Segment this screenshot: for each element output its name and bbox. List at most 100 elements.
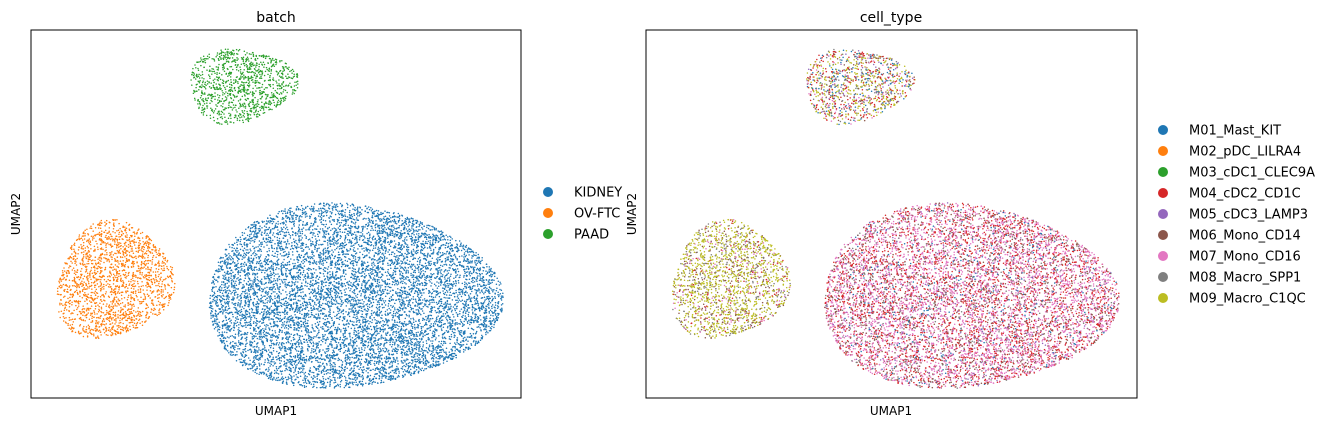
scatter-point <box>104 314 106 316</box>
scatter-point <box>409 261 411 263</box>
scatter-point <box>90 295 92 297</box>
scatter-point <box>90 302 92 304</box>
scatter-point <box>147 263 149 265</box>
scatter-point <box>152 257 154 259</box>
scatter-point <box>117 240 119 242</box>
scatter-point <box>371 271 373 273</box>
scatter-point <box>329 373 331 375</box>
scatter-point <box>83 233 85 235</box>
scatter-point <box>226 309 228 311</box>
scatter-point <box>270 84 272 86</box>
scatter-point <box>341 301 343 303</box>
scatter-point <box>101 233 103 235</box>
scatter-point <box>423 248 425 250</box>
scatter-point <box>215 56 217 58</box>
scatter-point <box>90 279 92 281</box>
scatter-point <box>94 292 96 294</box>
scatter-point <box>199 102 201 104</box>
scatter-point <box>209 71 211 73</box>
scatter-point <box>137 281 139 283</box>
scatter-point <box>194 64 196 66</box>
scatter-point <box>132 250 134 252</box>
scatter-point <box>149 280 151 282</box>
scatter-point <box>372 249 374 251</box>
scatter-point <box>349 281 351 283</box>
scatter-point <box>88 312 90 314</box>
scatter-point <box>146 286 148 288</box>
scatter-point <box>93 277 95 279</box>
scatter-point <box>143 301 145 303</box>
scatter-point <box>143 293 145 295</box>
scatter-point <box>356 312 358 314</box>
scatter-point <box>279 93 281 95</box>
scatter-point <box>260 98 262 100</box>
scatter-point <box>106 220 108 222</box>
scatter-point <box>248 121 250 123</box>
scatter-point <box>146 274 148 276</box>
scatter-point <box>216 122 218 124</box>
scatter-point <box>425 280 427 282</box>
scatter-point <box>257 333 259 335</box>
scatter-point <box>84 238 86 240</box>
scatter-point <box>416 347 418 349</box>
scatter-point <box>286 78 288 80</box>
scatter-point <box>247 93 249 95</box>
scatter-point <box>107 311 109 313</box>
scatter-point <box>172 274 174 276</box>
scatter-point <box>134 280 136 282</box>
scatter-point <box>238 115 240 117</box>
scatter-point <box>249 69 251 71</box>
scatter-point <box>394 284 396 286</box>
scatter-point <box>381 291 383 293</box>
scatter-point <box>240 89 242 91</box>
scatter-point <box>251 308 253 310</box>
scatter-point <box>69 300 71 302</box>
scatter-point <box>199 101 201 103</box>
scatter-point <box>226 61 228 63</box>
scatter-point <box>255 104 257 106</box>
scatter-point <box>304 285 306 287</box>
scatter-point <box>109 227 111 229</box>
scatter-point <box>126 234 128 236</box>
scatter-point <box>216 88 218 90</box>
scatter-point <box>440 284 442 286</box>
scatter-point <box>190 79 192 81</box>
scatter-point <box>87 258 89 260</box>
scatter-point <box>265 58 267 60</box>
scatter-point <box>65 304 67 306</box>
scatter-point <box>133 272 135 274</box>
scatter-point <box>69 306 71 308</box>
scatter-point <box>154 264 156 266</box>
scatter-point <box>229 106 231 108</box>
scatter-point <box>447 291 449 293</box>
scatter-point <box>162 305 164 307</box>
scatter-point <box>271 70 273 72</box>
scatter-point <box>250 61 252 63</box>
scatter-point <box>92 259 94 261</box>
scatter-point <box>166 261 168 263</box>
scatter-point <box>158 312 160 314</box>
scatter-point <box>250 102 252 104</box>
scatter-point <box>156 268 158 270</box>
scatter-point <box>418 271 420 273</box>
scatter-point <box>109 276 111 278</box>
scatter-point <box>79 287 81 289</box>
scatter-point <box>248 60 250 62</box>
scatter-point <box>280 249 282 251</box>
scatter-point <box>117 317 119 319</box>
scatter-point <box>97 283 99 285</box>
scatter-point <box>139 273 141 275</box>
scatter-point <box>318 358 320 360</box>
scatter-point <box>105 291 107 293</box>
scatter-point <box>247 332 249 334</box>
scatter-point <box>95 263 97 265</box>
scatter-point <box>497 292 499 294</box>
scatter-point <box>159 265 161 267</box>
scatter-point <box>425 267 427 269</box>
scatter-point <box>109 297 111 299</box>
scatter-point <box>330 341 332 343</box>
scatter-point <box>235 333 237 335</box>
scatter-point <box>110 264 112 266</box>
scatter-point <box>134 319 136 321</box>
scatter-point <box>217 52 219 54</box>
